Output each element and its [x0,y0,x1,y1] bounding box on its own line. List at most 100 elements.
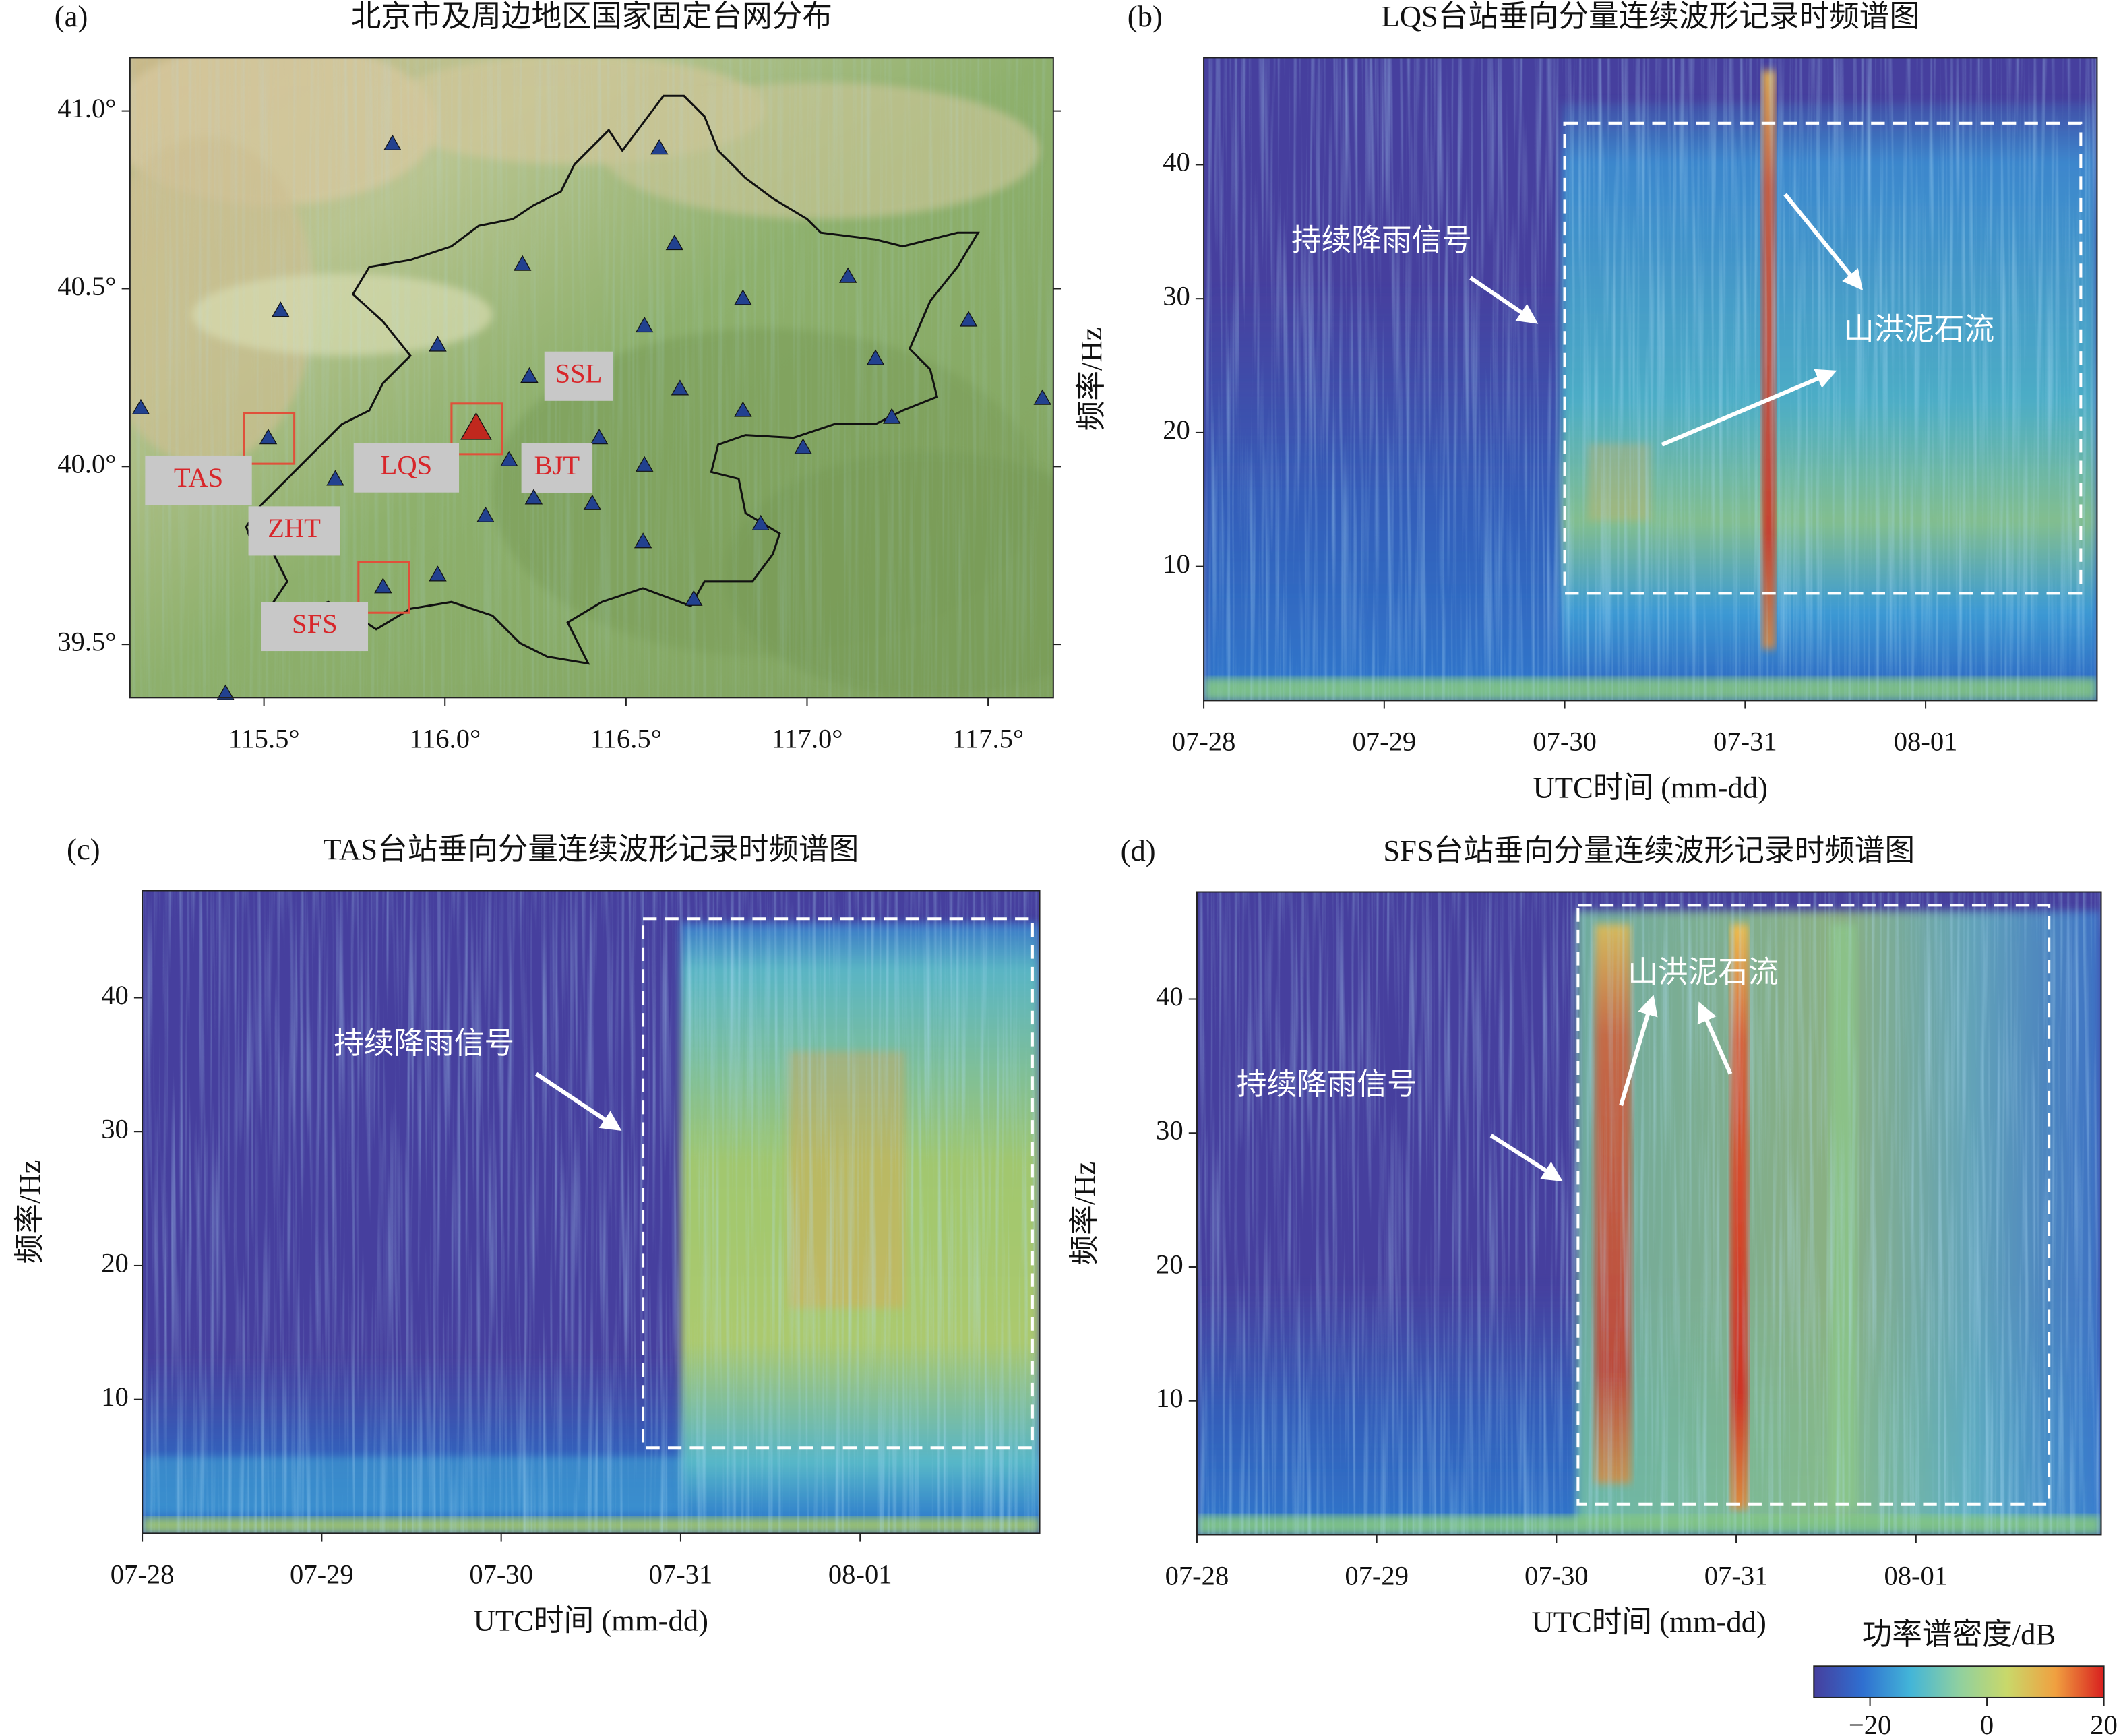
station [500,450,518,467]
panel-title: 北京市及周边地区国家固定台网分布 [351,0,832,33]
arrow [1661,369,1837,447]
station [460,412,492,440]
beijing-boundary [245,94,980,665]
colorbar-tick-label: 0 [1980,1710,1994,1736]
highlight-box [1563,121,2083,595]
arrow [1489,1134,1563,1182]
y-tick-label: 40.0° [57,449,116,479]
y-axis-label: 频率/Hz [1074,328,1108,431]
station-label: SSL [555,359,603,389]
station-label: LQS [381,450,433,480]
station [634,532,652,549]
spectrogram-image [142,890,1040,1534]
plot-frame [129,57,1054,699]
station [650,139,669,155]
arrow [1469,276,1539,324]
station [131,398,150,414]
station-label-box [353,443,460,493]
station [636,456,654,472]
station [374,578,392,594]
y-tick-label: 10 [1156,1383,1183,1413]
spectrogram-image [1204,57,2097,701]
colorbar-tick-label: 20 [2090,1710,2118,1736]
x-tick-label: 08-01 [1894,726,1958,757]
station-highlight [242,412,296,465]
station [671,379,689,396]
station-label: SFS [292,609,338,639]
station [326,470,344,486]
panel-label: (a) [55,0,88,33]
station-label: BJT [534,450,580,480]
station [866,349,885,365]
station [751,514,770,531]
x-tick-label: 07-30 [1533,726,1597,757]
x-axis-label: UTC时间 (mm-dd) [474,1604,708,1638]
x-tick-label: 08-01 [828,1559,892,1590]
panel-title: SFS台站垂向分量连续波形记录时频谱图 [1383,834,1915,867]
y-tick-label: 30 [1163,280,1190,311]
y-tick-label: 10 [101,1382,129,1412]
annotation: 持续降雨信号 [1237,1067,1417,1101]
x-tick-label: 117.5° [952,724,1024,754]
panel-label: (b) [1128,0,1163,33]
x-axis-label: UTC时间 (mm-dd) [1533,771,1768,805]
station-label: ZHT [268,513,321,543]
plot-frame [1203,57,2098,702]
x-tick-label: 07-28 [111,1559,175,1590]
station-label-box [544,351,613,401]
y-tick-label: 41.0° [57,93,116,123]
station [665,235,684,251]
station-highlight [450,402,503,456]
annotation: 持续降雨信号 [1291,224,1472,257]
spectrogram-image [1196,892,2101,1535]
colorbar [1813,1665,2105,1698]
y-axis-label: 频率/Hz [13,1160,47,1264]
right-ticks [1053,110,1062,646]
y-tick-label: 10 [1163,549,1190,579]
y-tick-label: 30 [1156,1115,1183,1146]
x-tick-label: 08-01 [1884,1561,1948,1591]
y-tick-label: 20 [1163,414,1190,445]
annotation: 山洪泥石流 [1628,956,1778,989]
station-label-box [521,443,593,493]
station [272,301,290,317]
x-tick-label: 07-29 [1352,726,1416,757]
station [383,134,402,150]
spectrogram-streaks [1204,57,2097,701]
station [636,316,654,333]
x-tick-label: 07-28 [1172,726,1236,757]
station-label: TAS [174,462,223,493]
x-tick-label: 07-29 [290,1559,354,1590]
y-tick-label: 40 [101,980,129,1010]
station-label-box [248,506,340,556]
annotation: 持续降雨信号 [334,1026,514,1060]
y-tick-label: 39.5° [57,626,116,656]
spectrogram-streaks [142,890,1040,1534]
y-axis-label: 频率/Hz [1068,1162,1101,1266]
x-tick-label: 07-30 [469,1559,533,1590]
station [882,408,901,424]
arrow [1697,1001,1733,1075]
panel-label: (d) [1121,834,1156,867]
x-tick-label: 117.0° [771,724,842,754]
x-tick-label: 07-30 [1525,1561,1589,1591]
station-highlight [357,561,410,614]
plot-frame [142,890,1041,1534]
y-tick-label: 20 [101,1247,129,1278]
station-label-box [145,455,252,505]
plot-frame [1196,891,2102,1536]
y-tick-label: 40 [1163,147,1190,177]
station [513,255,532,271]
terrain [129,57,1053,698]
arrow [1783,193,1864,291]
station [259,429,278,445]
arrow [534,1072,622,1132]
station [476,506,495,522]
station [838,267,857,283]
highlight-box [1576,904,2051,1506]
arrow [1619,994,1658,1107]
panel-title: TAS台站垂向分量连续波形记录时频谱图 [323,832,859,866]
station [583,494,602,510]
